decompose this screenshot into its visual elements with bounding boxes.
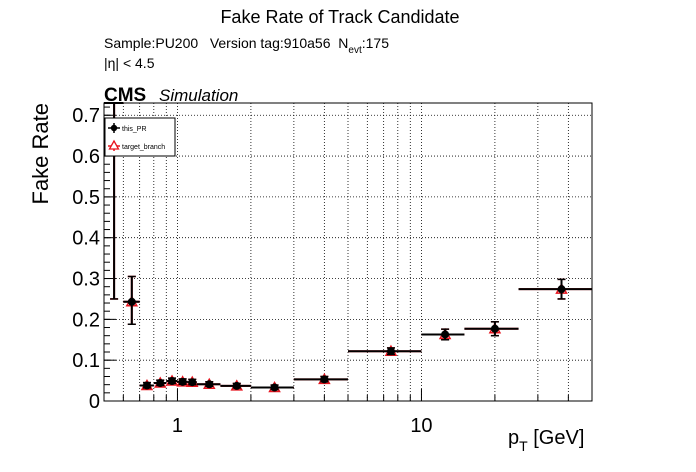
data-point xyxy=(156,379,165,388)
y-tick-label: 0.3 xyxy=(72,269,100,291)
cms-label: CMS xyxy=(104,85,146,106)
x-tick-label: 10 xyxy=(410,415,432,437)
data-point xyxy=(557,285,566,294)
sample-info: Sample:PU200 Version tag:910a56 Nevt:175 xyxy=(104,35,389,56)
data-point xyxy=(142,381,151,390)
data-point xyxy=(320,375,329,384)
data-point xyxy=(168,376,177,385)
x-axis-label-main: p xyxy=(508,427,519,449)
y-tick-label: 0 xyxy=(89,391,100,413)
y-tick-label: 0.4 xyxy=(72,228,100,250)
sample-info-prefix: Sample:PU200 Version tag:910a56 N xyxy=(104,35,348,51)
y-tick-label: 0.6 xyxy=(72,146,100,168)
sample-info-suffix: :175 xyxy=(362,35,389,51)
grid xyxy=(104,103,592,401)
x-axis-label-sub: T xyxy=(519,438,528,454)
sample-info-sub: evt xyxy=(348,45,362,56)
axes: 0 0.1 0.2 0.3 0.4 0.5 0.6 0.7 1 10 xyxy=(72,105,593,437)
x-axis-label: pT [GeV] xyxy=(508,427,584,454)
data-point xyxy=(386,347,395,356)
data-point xyxy=(270,383,279,392)
legend-marker-target-branch xyxy=(108,139,120,150)
y-tick-label: 0.1 xyxy=(72,350,100,372)
chart-title: Fake Rate of Track Candidate xyxy=(220,7,459,27)
legend-label-target-branch: target_branch xyxy=(122,144,165,151)
data-point xyxy=(490,324,499,333)
y-tick-label: 0.5 xyxy=(72,187,100,209)
simulation-label: Simulation xyxy=(159,86,238,105)
y-tick-label: 0.2 xyxy=(72,309,100,331)
legend-box xyxy=(104,117,176,157)
data-series xyxy=(104,102,592,393)
eta-cut: |η| < 4.5 xyxy=(104,55,155,71)
data-point xyxy=(441,330,450,339)
data-point xyxy=(178,377,187,386)
data-point xyxy=(232,381,241,390)
x-tick-label: 1 xyxy=(172,415,183,437)
legend: this_PR target_branch xyxy=(104,117,176,157)
legend-label-this-pr: this_PR xyxy=(122,126,147,133)
plot-frame xyxy=(103,102,593,402)
data-point xyxy=(127,297,136,306)
x-axis-label-unit: [GeV] xyxy=(528,427,585,449)
legend-marker-this-pr xyxy=(110,124,118,132)
y-axis-label: Fake Rate xyxy=(28,103,53,205)
data-point xyxy=(188,378,197,387)
data-point xyxy=(205,380,214,389)
y-tick-label: 0.7 xyxy=(72,105,100,127)
